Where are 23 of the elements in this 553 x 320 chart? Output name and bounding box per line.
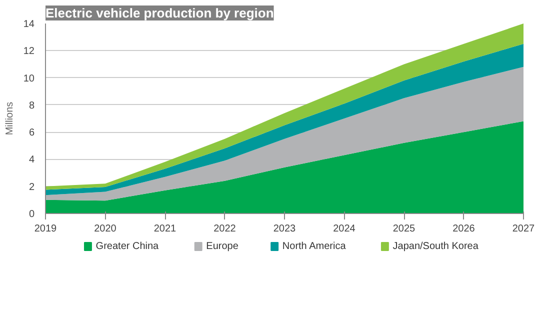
y-tick-label: 2 <box>28 182 35 193</box>
y-tick-label: 8 <box>28 100 35 112</box>
y-tick-label: 12 <box>23 46 35 58</box>
x-tick-label: 2021 <box>154 224 177 234</box>
x-tick-label: 2025 <box>392 224 416 234</box>
x-tick-label: 2019 <box>34 224 58 234</box>
y-axis-title: Millions <box>4 102 16 136</box>
x-tick-label: 2026 <box>452 224 476 234</box>
x-tick-label: 2027 <box>512 224 536 234</box>
x-tick-label: 2022 <box>214 224 236 234</box>
y-tick-label: 10 <box>23 73 35 84</box>
x-tick-label: 2020 <box>94 224 117 234</box>
legend-label: Japan/South Korea <box>392 241 479 252</box>
legend-label: Greater China <box>96 241 160 252</box>
y-tick-label: 4 <box>28 154 35 166</box>
legend-label: Europe <box>206 241 239 252</box>
y-tick-label: 0 <box>28 209 35 220</box>
chart-title: Electric vehicle production by region <box>46 6 274 20</box>
y-tick-label: 6 <box>28 128 35 139</box>
y-tick-label: 14 <box>23 19 35 30</box>
legend-label: North America <box>282 241 346 252</box>
x-tick-label: 2023 <box>273 224 296 234</box>
x-tick-label: 2024 <box>333 224 356 234</box>
